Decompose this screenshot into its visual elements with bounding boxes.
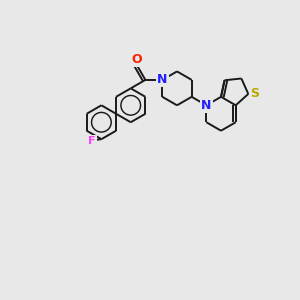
Text: N: N: [157, 74, 167, 86]
Text: F: F: [88, 136, 96, 146]
Text: N: N: [201, 99, 212, 112]
Text: O: O: [132, 52, 142, 66]
Text: N: N: [201, 99, 212, 112]
Text: N: N: [157, 74, 167, 86]
Text: S: S: [250, 88, 259, 100]
